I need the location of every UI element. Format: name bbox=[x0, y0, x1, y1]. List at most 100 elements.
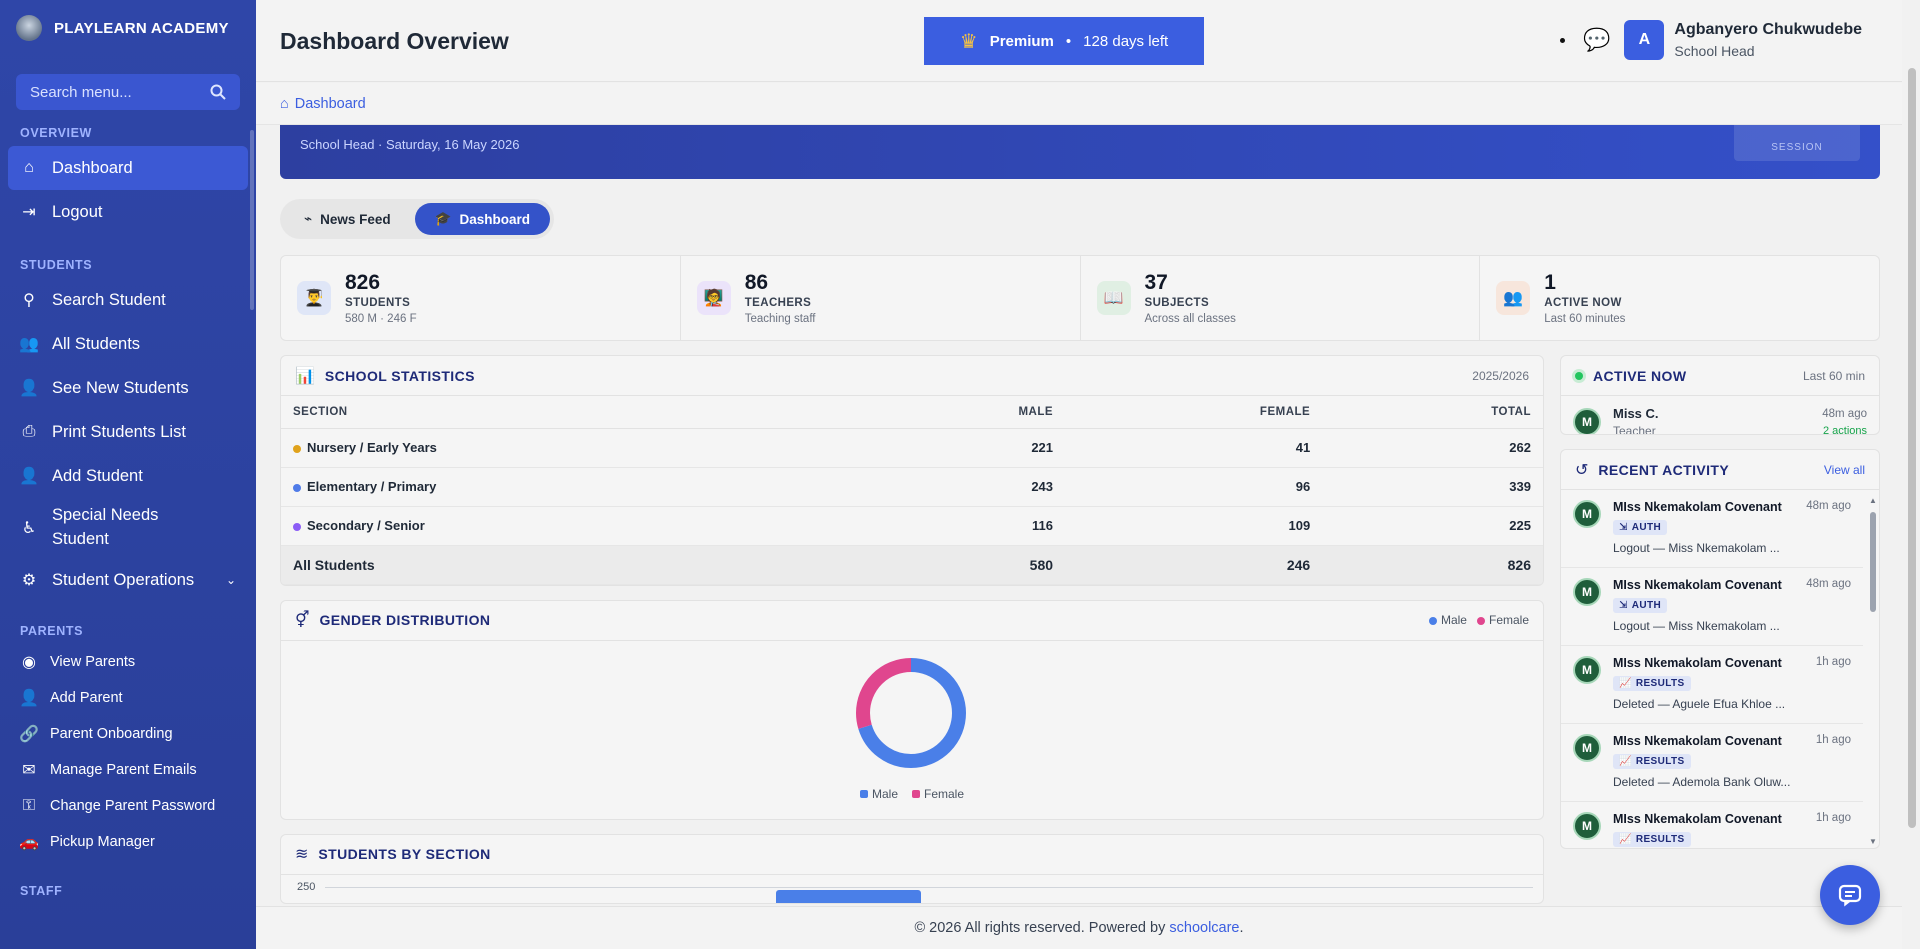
logout-icon: ⇥ bbox=[22, 204, 36, 221]
column-header: TOTAL bbox=[1322, 396, 1543, 429]
search-icon[interactable] bbox=[210, 84, 226, 100]
stat-sub: Teaching staff bbox=[744, 312, 816, 325]
table-cell: 109 bbox=[1065, 506, 1323, 546]
activity-badge: 📈 RESULTS bbox=[1613, 676, 1691, 691]
tab-label: News Feed bbox=[320, 211, 391, 227]
chat-bubble-icon[interactable]: 💬 bbox=[1583, 27, 1611, 52]
sidebar-item-pickup-manager[interactable]: 🚗 Pickup Manager bbox=[0, 824, 256, 860]
sidebar-item-all-students[interactable]: 👥 All Students bbox=[0, 322, 256, 366]
sidebar-item-label: Special Needs Student bbox=[52, 506, 159, 548]
table-row: Secondary / Senior 116 109 225 bbox=[281, 506, 1543, 546]
sidebar-item-search-student[interactable]: ⚲ Search Student bbox=[0, 278, 256, 322]
avatar[interactable]: A bbox=[1624, 20, 1665, 60]
active-user-time: 48m ago bbox=[1822, 407, 1867, 420]
chat-icon bbox=[1838, 884, 1862, 907]
column-header: FEMALE bbox=[1065, 396, 1323, 429]
sidebar-search-input[interactable]: Search menu... bbox=[16, 74, 240, 110]
activity-user: MIss Nkemakolam Covenant bbox=[1613, 578, 1782, 592]
link-icon: 🔗 bbox=[19, 726, 39, 743]
sidebar-item-see-new-students[interactable]: 👤 See New Students bbox=[0, 366, 256, 410]
card-header: ACTIVE NOW Last 60 min bbox=[1561, 356, 1879, 396]
list-item[interactable]: M MIss Nkemakolam Covenant 48m ago ⇲ AUTH … bbox=[1561, 568, 1863, 646]
recent-activity-list: M MIss Nkemakolam Covenant 48m ago ⇲ AUTH … bbox=[1561, 490, 1879, 848]
recent-activity-scrollbar[interactable]: ▲ ▼ bbox=[1869, 496, 1877, 846]
card-title: GENDER DISTRIBUTION bbox=[319, 612, 491, 628]
premium-banner[interactable]: ♛ Premium • 128 days left bbox=[924, 17, 1204, 65]
table-cell: 246 bbox=[1065, 545, 1323, 585]
sidebar-item-manage-parent-emails[interactable]: ✉ Manage Parent Emails bbox=[0, 752, 256, 788]
sidebar-section-students: STUDENTS bbox=[20, 258, 93, 272]
badge-label: RESULTS bbox=[1635, 756, 1685, 767]
sidebar-item-parent-onboarding[interactable]: 🔗 Parent Onboarding bbox=[0, 716, 256, 752]
notification-dot-icon[interactable] bbox=[1560, 37, 1566, 43]
sign-in-icon: ⇲ bbox=[1619, 600, 1628, 611]
sidebar-item-add-parent[interactable]: 👤 Add Parent bbox=[0, 680, 256, 716]
sidebar-item-logout[interactable]: ⇥ Logout bbox=[0, 190, 256, 234]
scroll-thumb[interactable] bbox=[1870, 512, 1876, 612]
chat-fab-button[interactable] bbox=[1820, 865, 1880, 925]
card-range: Last 60 min bbox=[1802, 368, 1865, 383]
activity-time: 1h ago bbox=[1815, 812, 1851, 824]
school-statistics-table: SECTION MALE FEMALE TOTAL Nursery / Earl… bbox=[281, 396, 1543, 585]
table-cell: 221 bbox=[862, 428, 1066, 468]
list-item[interactable]: M MIss Nkemakolam Covenant 1h ago 📈 RESULT… bbox=[1561, 724, 1863, 802]
list-item[interactable]: M MIss Nkemakolam Covenant 48m ago ⇲ AUTH … bbox=[1561, 490, 1863, 568]
user-info[interactable]: Agbanyero Chukwudebe School Head bbox=[1674, 21, 1862, 59]
school-statistics-card: 📊 SCHOOL STATISTICS 2025/2026 SECTION MA… bbox=[280, 355, 1544, 586]
sidebar-scrollbar[interactable] bbox=[250, 130, 254, 310]
activity-time: 1h ago bbox=[1815, 656, 1851, 668]
scroll-up-icon[interactable]: ▲ bbox=[1869, 496, 1877, 505]
card-title: ACTIVE NOW bbox=[1593, 367, 1687, 384]
card-header: ↺ RECENT ACTIVITY View all bbox=[1561, 450, 1879, 490]
session-badge: SESSION bbox=[1734, 125, 1860, 161]
badge-label: AUTH bbox=[1631, 600, 1662, 611]
top-header: Dashboard Overview ♛ Premium • 128 days … bbox=[256, 0, 1902, 82]
activity-badge: ⇲ AUTH bbox=[1613, 520, 1668, 535]
footer-link[interactable]: schoolcare bbox=[1169, 920, 1240, 936]
legend-item-female[interactable]: Female bbox=[1476, 613, 1529, 627]
stat-sub: 580 M · 246 F bbox=[345, 312, 417, 325]
card-header: 📊 SCHOOL STATISTICS 2025/2026 bbox=[281, 356, 1543, 396]
user-role: School Head bbox=[1674, 43, 1755, 59]
users-icon: 👥 bbox=[1496, 281, 1531, 315]
key-icon: ⚿ bbox=[22, 797, 36, 814]
donut-slice-female[interactable] bbox=[856, 657, 966, 768]
sidebar-item-add-student[interactable]: 👤 Add Student bbox=[0, 454, 256, 498]
sidebar-item-label: Parent Onboarding bbox=[50, 726, 173, 742]
view-all-link[interactable]: View all bbox=[1823, 462, 1865, 477]
table-cell: All Students bbox=[281, 545, 863, 585]
legend-item-female[interactable]: Female bbox=[912, 787, 964, 801]
chart-line-icon: 📈 bbox=[1619, 834, 1632, 845]
sidebar-item-print-students-list[interactable]: ⎙ Print Students List bbox=[0, 410, 256, 454]
active-user-row[interactable]: M Miss C. Teacher 48m ago 2 actions bbox=[1561, 396, 1879, 434]
graduation-cap-icon: 🎓 bbox=[434, 211, 452, 226]
user-plus-icon: 👤 bbox=[19, 690, 39, 707]
legend-label: Female bbox=[924, 786, 965, 801]
gender-distribution-card: ⚥ GENDER DISTRIBUTION Male Female Male F… bbox=[280, 599, 1544, 820]
gender-donut-chart[interactable] bbox=[851, 653, 971, 773]
sidebar-item-student-operations[interactable]: ⚙ Student Operations ⌄ bbox=[0, 558, 256, 602]
sidebar-item-special-needs-student[interactable]: ♿ Special Needs Student bbox=[0, 498, 256, 558]
legend-item-male[interactable]: Male bbox=[859, 787, 898, 801]
bar-chart-icon: 📊 bbox=[295, 367, 315, 385]
section-bar[interactable] bbox=[776, 889, 921, 903]
brand[interactable]: PLAYLEARN ACADEMY bbox=[0, 0, 256, 56]
list-item[interactable]: M MIss Nkemakolam Covenant 1h ago 📈 RESULT… bbox=[1561, 646, 1863, 724]
breadcrumb-dashboard-link[interactable]: Dashboard bbox=[294, 95, 366, 112]
legend-item-male[interactable]: Male bbox=[1428, 613, 1467, 627]
tab-news-feed[interactable]: ⌁ News Feed bbox=[284, 203, 411, 235]
sidebar-item-change-parent-password[interactable]: ⚿ Change Parent Password bbox=[0, 788, 256, 824]
list-item[interactable]: M MIss Nkemakolam Covenant 1h ago 📈 RESULT… bbox=[1561, 802, 1863, 848]
content-row: 📊 SCHOOL STATISTICS 2025/2026 SECTION MA… bbox=[280, 355, 1880, 904]
page-scrollbar[interactable] bbox=[1908, 68, 1916, 828]
sidebar-item-dashboard[interactable]: ⌂ Dashboard bbox=[8, 146, 248, 190]
tab-dashboard[interactable]: 🎓 Dashboard bbox=[414, 203, 550, 235]
sidebar-item-view-parents[interactable]: ◉ View Parents bbox=[0, 644, 256, 680]
brand-name: PLAYLEARN ACADEMY bbox=[54, 19, 229, 37]
active-user-name: Miss C. bbox=[1613, 406, 1659, 421]
wheelchair-icon: ♿ bbox=[21, 520, 37, 537]
card-year: 2025/2026 bbox=[1472, 368, 1529, 383]
scroll-down-icon[interactable]: ▼ bbox=[1869, 837, 1877, 846]
envelope-icon: ✉ bbox=[22, 762, 36, 779]
recent-activity-card: ↺ RECENT ACTIVITY View all M MIss Nkemak… bbox=[1560, 449, 1880, 849]
